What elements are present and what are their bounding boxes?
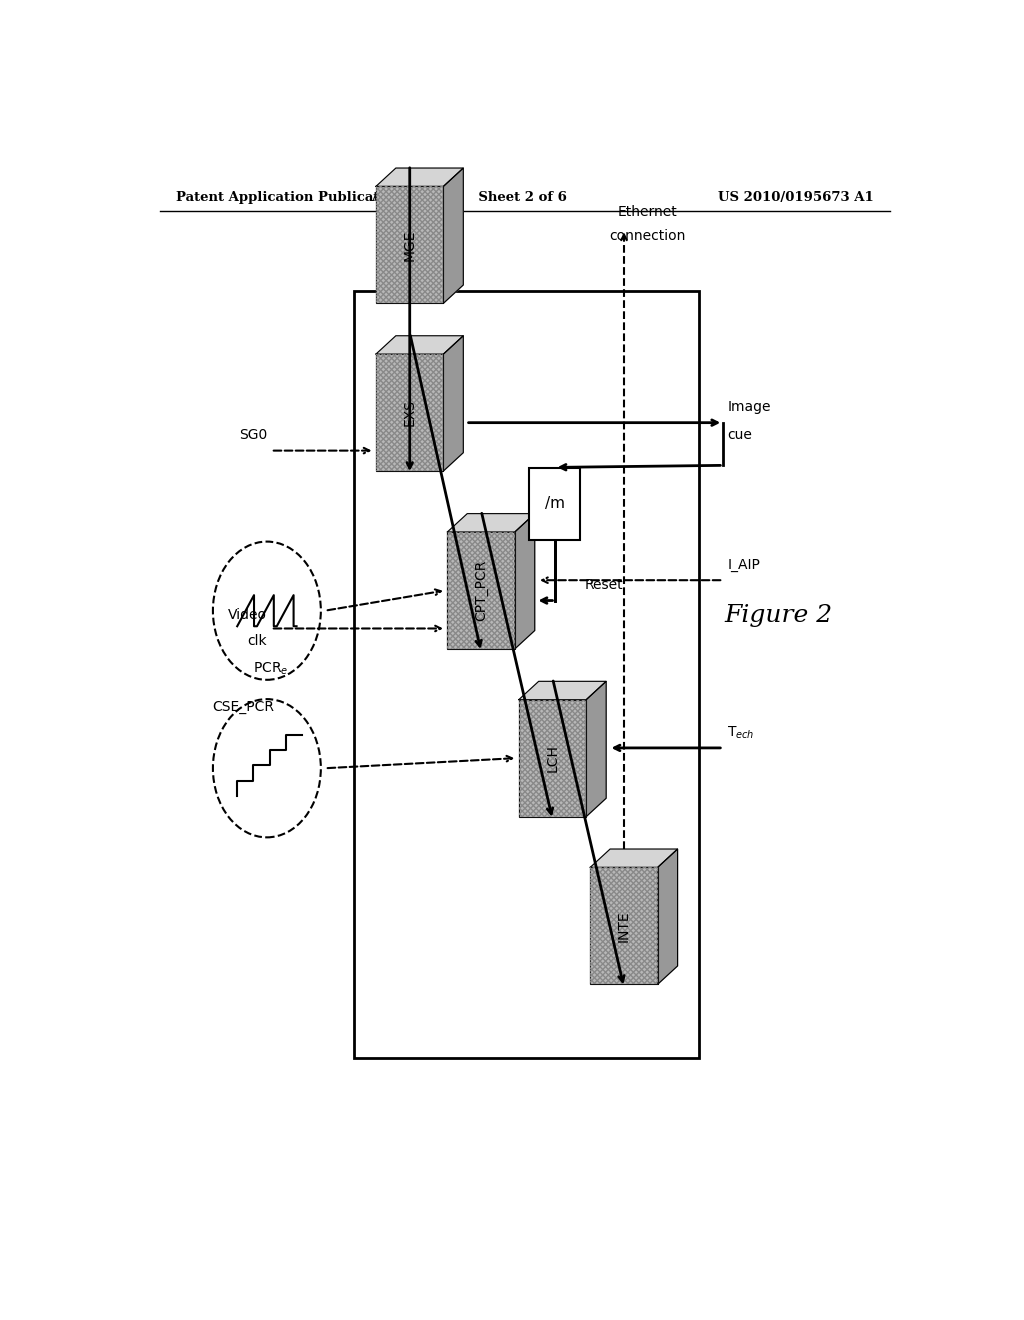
- Bar: [376, 354, 443, 471]
- Bar: [519, 700, 587, 817]
- Bar: [376, 354, 443, 471]
- Polygon shape: [443, 168, 463, 304]
- Text: /m: /m: [545, 496, 564, 511]
- Polygon shape: [447, 513, 535, 532]
- Text: PCR$_e$: PCR$_e$: [253, 660, 289, 677]
- Text: CPT_PCR: CPT_PCR: [474, 560, 488, 620]
- Polygon shape: [376, 168, 463, 186]
- Bar: [376, 186, 443, 304]
- Polygon shape: [519, 681, 606, 700]
- Bar: [528, 469, 581, 540]
- Polygon shape: [515, 513, 535, 649]
- Bar: [590, 867, 657, 985]
- Text: clk: clk: [247, 634, 267, 648]
- Polygon shape: [443, 335, 463, 471]
- Bar: [376, 354, 443, 471]
- Text: EXS: EXS: [402, 399, 417, 426]
- Text: T$_{ech}$: T$_{ech}$: [727, 725, 755, 741]
- Bar: [447, 532, 515, 649]
- Bar: [590, 867, 657, 985]
- Bar: [354, 290, 699, 1057]
- Bar: [519, 700, 587, 817]
- Text: I_AIP: I_AIP: [727, 558, 760, 572]
- Polygon shape: [376, 335, 463, 354]
- Text: Aug. 5, 2010   Sheet 2 of 6: Aug. 5, 2010 Sheet 2 of 6: [372, 190, 567, 203]
- Text: Reset: Reset: [585, 578, 623, 593]
- Polygon shape: [657, 849, 678, 985]
- Text: Figure 2: Figure 2: [725, 605, 833, 627]
- Text: Video: Video: [228, 609, 267, 622]
- Text: CSE_PCR: CSE_PCR: [212, 700, 274, 714]
- Polygon shape: [590, 849, 678, 867]
- Text: Patent Application Publication: Patent Application Publication: [176, 190, 402, 203]
- Bar: [447, 532, 515, 649]
- Bar: [447, 532, 515, 649]
- Text: SG0: SG0: [239, 429, 267, 442]
- Bar: [376, 186, 443, 304]
- Bar: [376, 186, 443, 304]
- Text: Image: Image: [727, 400, 771, 414]
- Text: cue: cue: [727, 428, 752, 442]
- Polygon shape: [587, 681, 606, 817]
- Bar: [590, 867, 657, 985]
- Text: MGE: MGE: [402, 230, 417, 260]
- Text: INTE: INTE: [617, 909, 631, 941]
- Bar: [519, 700, 587, 817]
- Text: connection: connection: [609, 228, 686, 243]
- Text: US 2010/0195673 A1: US 2010/0195673 A1: [718, 190, 873, 203]
- Text: LCH: LCH: [546, 744, 559, 772]
- Text: Ethernet: Ethernet: [617, 206, 678, 219]
